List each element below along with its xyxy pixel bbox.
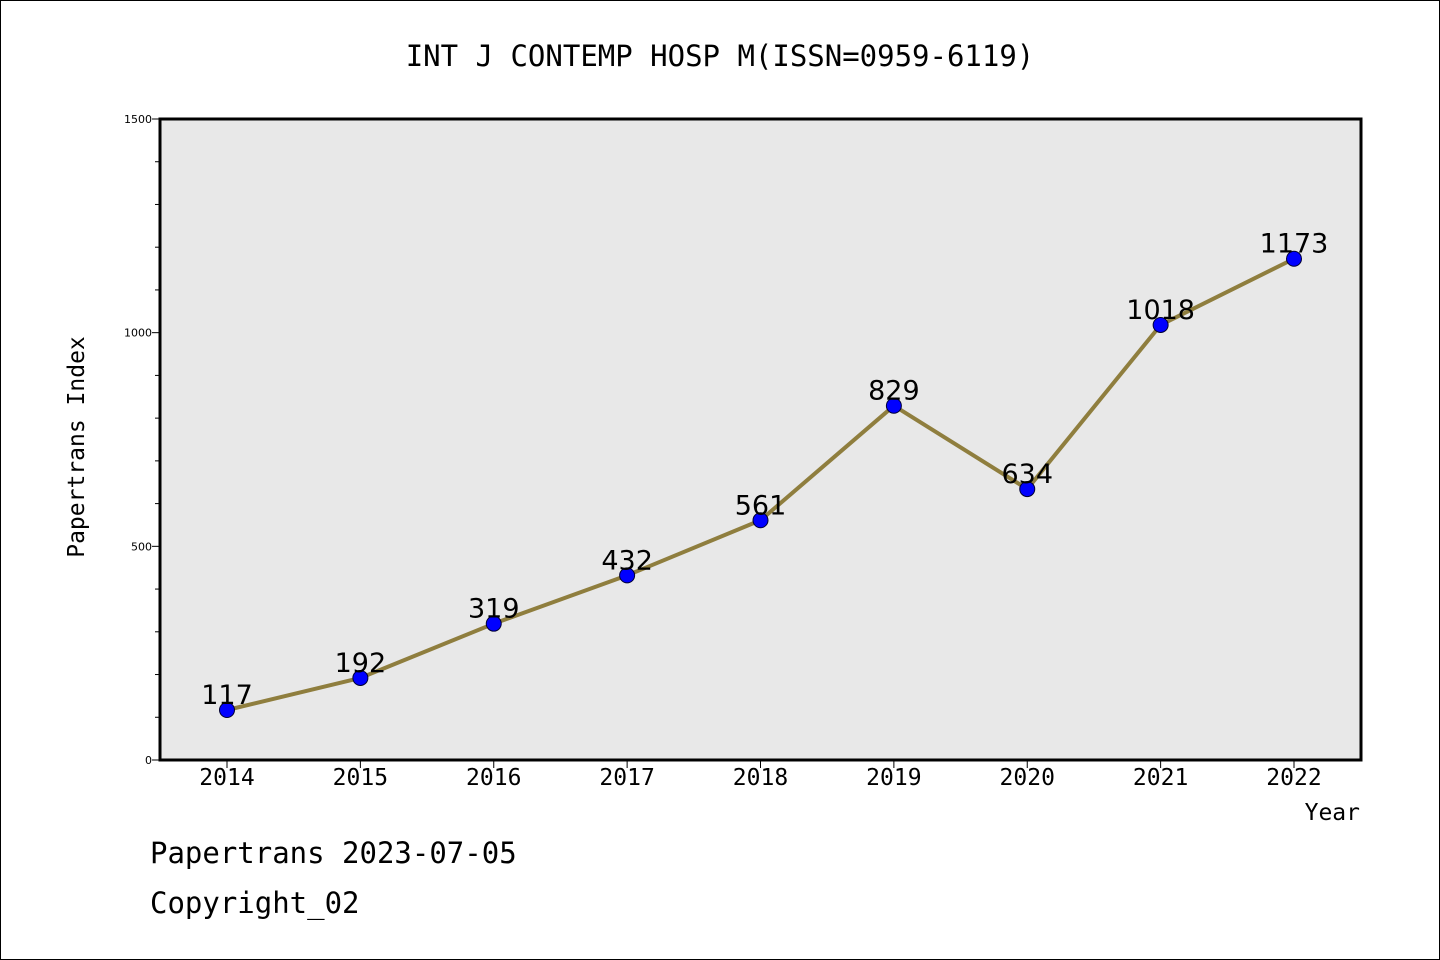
data-point bbox=[219, 702, 235, 719]
x-tick-label: 2019 bbox=[866, 765, 921, 791]
y-tick-label: 500 bbox=[131, 540, 152, 553]
data-point bbox=[485, 615, 502, 632]
data-label: 561 bbox=[735, 490, 787, 521]
x-tick-label: 2015 bbox=[333, 765, 388, 791]
x-tick-label: 2016 bbox=[466, 765, 521, 791]
data-point bbox=[352, 669, 369, 686]
data-point bbox=[619, 567, 636, 584]
y-tick-label: 0 bbox=[145, 754, 152, 767]
y-tick-label: 1000 bbox=[124, 327, 152, 340]
data-point bbox=[1286, 250, 1302, 267]
y-tick-label: 1500 bbox=[124, 113, 152, 126]
data-label: 432 bbox=[601, 545, 653, 576]
data-point bbox=[1152, 316, 1169, 333]
chart-title: INT J CONTEMP HOSP M(ISSN=0959-6119) bbox=[406, 39, 1035, 73]
plot-area bbox=[158, 117, 1363, 762]
data-label: 634 bbox=[1001, 459, 1053, 490]
y-axis: 0 500 1000 1500 bbox=[124, 113, 160, 767]
footer-date: Papertrans 2023-07-05 bbox=[150, 836, 517, 870]
data-point bbox=[885, 397, 902, 414]
data-label: 1173 bbox=[1260, 229, 1329, 260]
x-tick-label: 2020 bbox=[1000, 765, 1055, 791]
x-tick-label: 2021 bbox=[1133, 765, 1188, 791]
x-axis: 2014 2015 2016 2017 2018 2019 2020 2021 2022 bbox=[199, 760, 1322, 791]
x-tick-label: 2014 bbox=[199, 765, 254, 791]
x-tick-label: 2022 bbox=[1266, 765, 1321, 791]
data-label: 1018 bbox=[1126, 295, 1195, 326]
data-label: 319 bbox=[468, 594, 520, 625]
data-point bbox=[1019, 481, 1036, 498]
data-label: 829 bbox=[868, 376, 920, 407]
series-layer: 117 192 319 432 561 829 634 1018 1173 bbox=[201, 229, 1329, 719]
x-tick-label: 2017 bbox=[599, 765, 654, 791]
data-label: 117 bbox=[201, 680, 253, 711]
data-label: 192 bbox=[335, 648, 387, 679]
data-point bbox=[752, 512, 769, 529]
x-axis-label: Year bbox=[1305, 800, 1360, 826]
footer-copyright: Copyright_02 bbox=[150, 886, 360, 920]
x-tick-label: 2018 bbox=[733, 765, 788, 791]
y-axis-label: Papertrans Index bbox=[64, 336, 90, 558]
